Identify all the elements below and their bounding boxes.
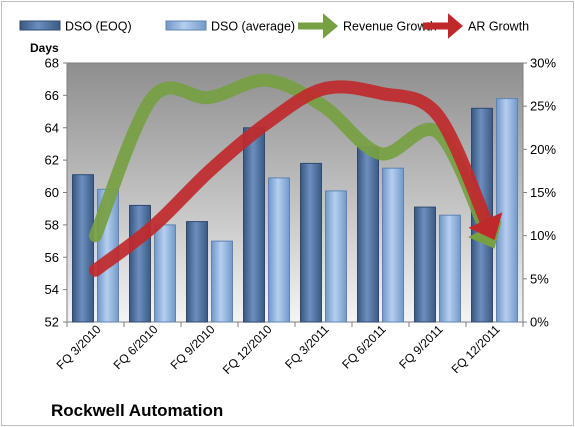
bar-dso-eoq-0 [72, 174, 94, 323]
y-right-tick-label-4: 20% [530, 142, 556, 157]
legend-label-ar-growth: AR Growth [468, 20, 529, 34]
y-right-tick-label-5: 25% [530, 99, 556, 114]
bar-dso-eoq-5 [357, 146, 379, 323]
x-axis: FQ 3/2010 FQ 6/2010 FQ 9/2010 FQ 12/2010 FQ … [54, 322, 524, 377]
growth-lines [89, 73, 503, 277]
line-ar-growth [89, 80, 495, 277]
y-axis-right: 0% 5% 10% 15% 20% 25% 30% [523, 56, 556, 330]
arrowhead-ar-growth [468, 212, 503, 240]
bar-dso-average-7 [496, 98, 518, 323]
y-left-tick-label-2: 56 [45, 250, 59, 265]
bar-dso-eoq-4 [300, 162, 322, 323]
legend-swatch-dso-average- [165, 20, 207, 31]
x-tick-label-5: FQ 6/2011 [339, 322, 389, 372]
legend: DSO (EOQ) DSO (average) Revenue Growth AR G… [19, 13, 529, 39]
x-tick-label-4: FQ 3/2011 [282, 322, 332, 372]
bar-dso-average-3 [268, 177, 290, 323]
y-axis-left: 52 54 56 58 60 62 64 66 68 [45, 56, 67, 330]
bars [72, 98, 518, 323]
y-left-tick-label-1: 54 [45, 282, 59, 297]
y-right-tick-label-6: 30% [530, 56, 556, 71]
legend-label-revenue-growth: Revenue Growth [343, 20, 437, 34]
x-tick-label-2: FQ 9/2010 [168, 322, 218, 372]
y-left-tick-label-3: 58 [45, 217, 59, 232]
y-left-tick-label-8: 68 [45, 56, 59, 71]
y-axis-label: Days [30, 41, 59, 55]
bar-dso-eoq-2 [186, 221, 208, 323]
legend-label-dso-eoq-: DSO (EOQ) [65, 20, 132, 34]
bar-dso-average-6 [439, 214, 461, 323]
x-tick-label-1: FQ 6/2010 [111, 322, 161, 372]
legend-label-dso-average-: DSO (average) [211, 20, 295, 34]
bar-dso-average-2 [211, 240, 233, 323]
x-tick-label-0: FQ 3/2010 [54, 322, 104, 372]
x-tick-label-3: FQ 12/2010 [220, 322, 275, 377]
y-left-tick-label-5: 62 [45, 153, 59, 168]
legend-arrow-revenue-growth [323, 13, 338, 39]
x-tick-label-6: FQ 9/2011 [396, 322, 446, 372]
y-left-tick-label-0: 52 [45, 315, 59, 330]
legend-arrow-ar-growth [448, 13, 463, 39]
y-right-tick-label-1: 5% [530, 271, 549, 286]
bar-dso-eoq-6 [414, 206, 436, 323]
legend-swatch-dso-eoq- [19, 20, 61, 31]
bar-dso-average-1 [154, 224, 176, 323]
y-right-tick-label-2: 10% [530, 228, 556, 243]
y-left-tick-label-6: 64 [45, 120, 59, 135]
x-tick-label-7: FQ 12/2011 [449, 322, 503, 376]
y-left-tick-label-7: 66 [45, 88, 59, 103]
bar-dso-average-5 [382, 167, 404, 323]
chart-title: Rockwell Automation [51, 401, 223, 420]
y-right-tick-label-0: 0% [530, 315, 549, 330]
y-left-tick-label-4: 60 [45, 185, 59, 200]
line-revenue-growth [89, 73, 494, 243]
y-right-tick-label-3: 15% [530, 185, 556, 200]
bar-dso-eoq-3 [243, 127, 265, 323]
bar-dso-average-4 [325, 190, 347, 323]
